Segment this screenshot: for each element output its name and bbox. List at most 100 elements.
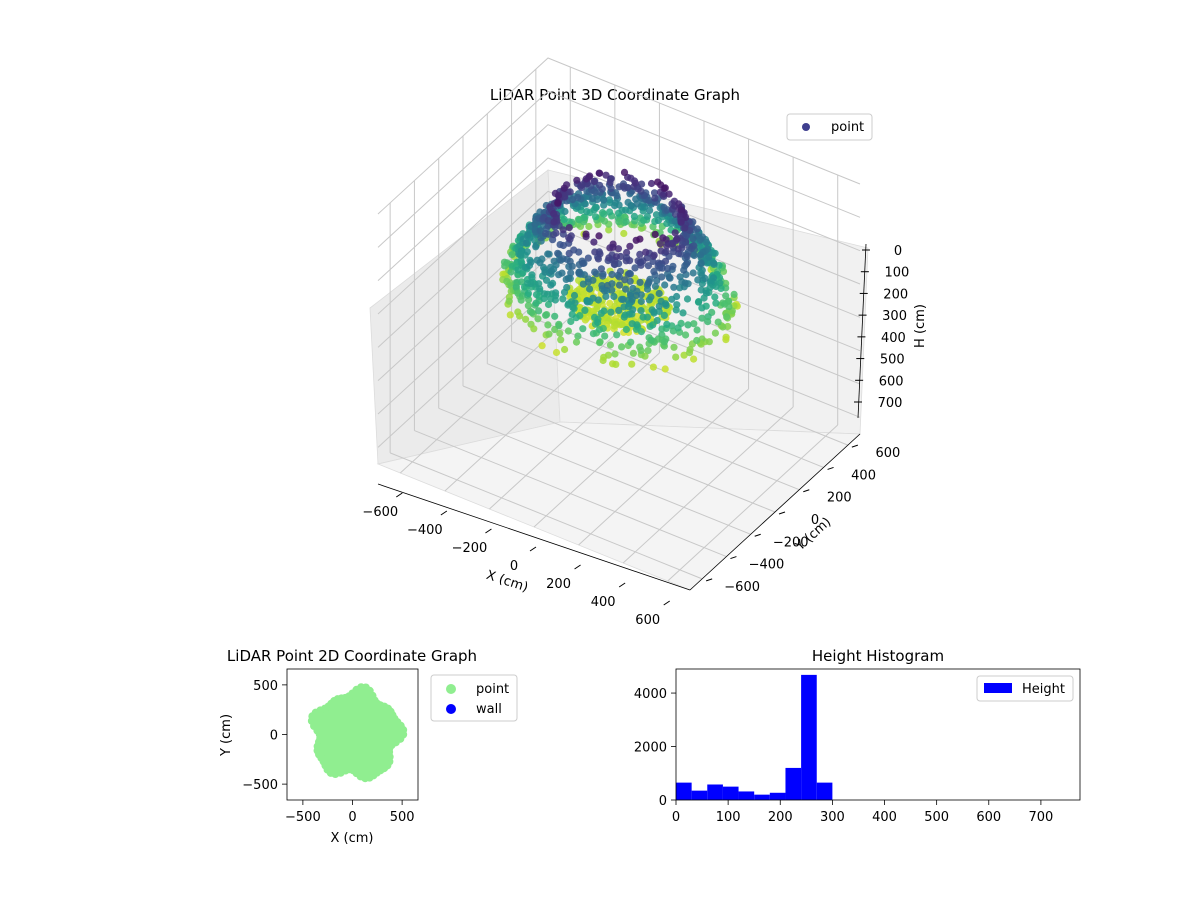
histogram-bar (691, 790, 708, 800)
point-3d (581, 316, 590, 324)
grid-floor-x (578, 388, 749, 546)
point-3d (595, 232, 603, 240)
x-tick-label-2d: 500 (390, 810, 415, 825)
pane-floor (376, 421, 861, 591)
point-3d (560, 215, 568, 223)
point-3d (655, 289, 663, 298)
x-tick-label-histogram: 200 (768, 810, 793, 825)
point-3d (650, 189, 659, 197)
point-3d (680, 266, 688, 274)
point-3d (560, 288, 569, 296)
y-axis-line (689, 433, 861, 591)
point-3d (693, 225, 701, 233)
point-3d (524, 231, 532, 239)
point-3d (650, 251, 658, 259)
point-3d (682, 331, 690, 339)
point-3d (523, 248, 531, 256)
point-3d (679, 309, 687, 317)
point-3d (660, 338, 669, 346)
point-3d (595, 326, 604, 334)
point-3d (599, 356, 607, 365)
point-3d (605, 196, 614, 204)
point-3d (508, 251, 516, 259)
point-3d (512, 283, 520, 291)
point-3d (712, 299, 720, 307)
point-3d (694, 298, 703, 306)
point-3d (607, 308, 615, 316)
legend-3d-label: point (831, 120, 864, 135)
x-tick-3d (485, 528, 492, 534)
histogram-title: Height Histogram (812, 647, 944, 665)
point-3d (620, 168, 629, 176)
x-axis-line (377, 483, 691, 591)
point-3d (651, 230, 659, 238)
point-3d (522, 239, 530, 247)
z-tick-label-3d: 100 (884, 266, 909, 281)
legend-2d-label-wall: wall (476, 702, 502, 717)
z-tick-label-3d: 500 (880, 353, 905, 368)
point-3d (730, 290, 738, 298)
point-3d (519, 269, 527, 277)
point-3d (561, 345, 569, 354)
point-3d (665, 273, 673, 281)
histogram-bar (676, 782, 692, 800)
point-3d (532, 243, 540, 251)
point-3d (594, 255, 603, 263)
y-tick-3d (851, 444, 859, 448)
point-3d (654, 216, 663, 225)
point-3d (501, 262, 509, 270)
y-tick-3d (778, 511, 786, 515)
point-3d (645, 278, 653, 286)
point-3d (535, 307, 543, 315)
point-3d (581, 200, 589, 208)
point-3d (554, 199, 562, 207)
y-tick-label-3d: 0 (811, 513, 819, 528)
point-3d (661, 257, 670, 265)
point-3d (660, 311, 669, 319)
point-3d (536, 227, 544, 235)
point-3d (600, 287, 609, 295)
point-3d (642, 248, 650, 256)
y-tick-3d (827, 466, 834, 470)
point-3d (597, 309, 605, 317)
point-3d (567, 317, 575, 326)
chart-3d: LiDAR Point 3D Coordinate Graph −600−400… (362, 57, 928, 628)
point-3d (672, 353, 680, 361)
point-3d (594, 296, 603, 304)
point-3d (505, 297, 513, 305)
point-3d (612, 253, 621, 261)
point-3d (655, 302, 663, 310)
point-3d (554, 249, 562, 257)
point-3d (705, 338, 713, 346)
y-tick-label-3d: −600 (724, 580, 760, 595)
point-3d (600, 196, 608, 204)
point-3d (610, 260, 618, 268)
y-tick-label-3d: 200 (827, 491, 852, 506)
x-tick-label-2d: −500 (285, 810, 321, 825)
point-3d (694, 276, 702, 284)
point-3d (602, 292, 610, 300)
point-3d (697, 286, 705, 294)
point-3d (554, 191, 563, 200)
point-3d (660, 190, 668, 198)
grid-floor-x (622, 406, 794, 564)
x-axis-label-3d: X (cm) (484, 568, 530, 596)
point-3d (616, 267, 625, 275)
point-3d (637, 297, 645, 306)
point-3d (517, 296, 525, 304)
point-3d (681, 279, 689, 287)
grid-floor-y (511, 340, 824, 468)
ticks-2d: −500 0 500 500 0 −500 (242, 679, 414, 825)
point-3d (610, 322, 618, 330)
y-tick-label-3d: 600 (875, 446, 900, 461)
point-3d (591, 248, 599, 256)
point-3d (613, 192, 621, 200)
point-3d (661, 365, 669, 373)
point-3d (628, 295, 636, 303)
y-tick-3d (803, 489, 810, 493)
x-tick-label-3d: 400 (591, 595, 616, 610)
point-3d (650, 308, 658, 316)
chart-2d: LiDAR Point 2D Coordinate Graph −500 0 500… (219, 647, 518, 846)
point-3d (565, 234, 573, 242)
legend-histogram-label: Height (1022, 682, 1065, 697)
